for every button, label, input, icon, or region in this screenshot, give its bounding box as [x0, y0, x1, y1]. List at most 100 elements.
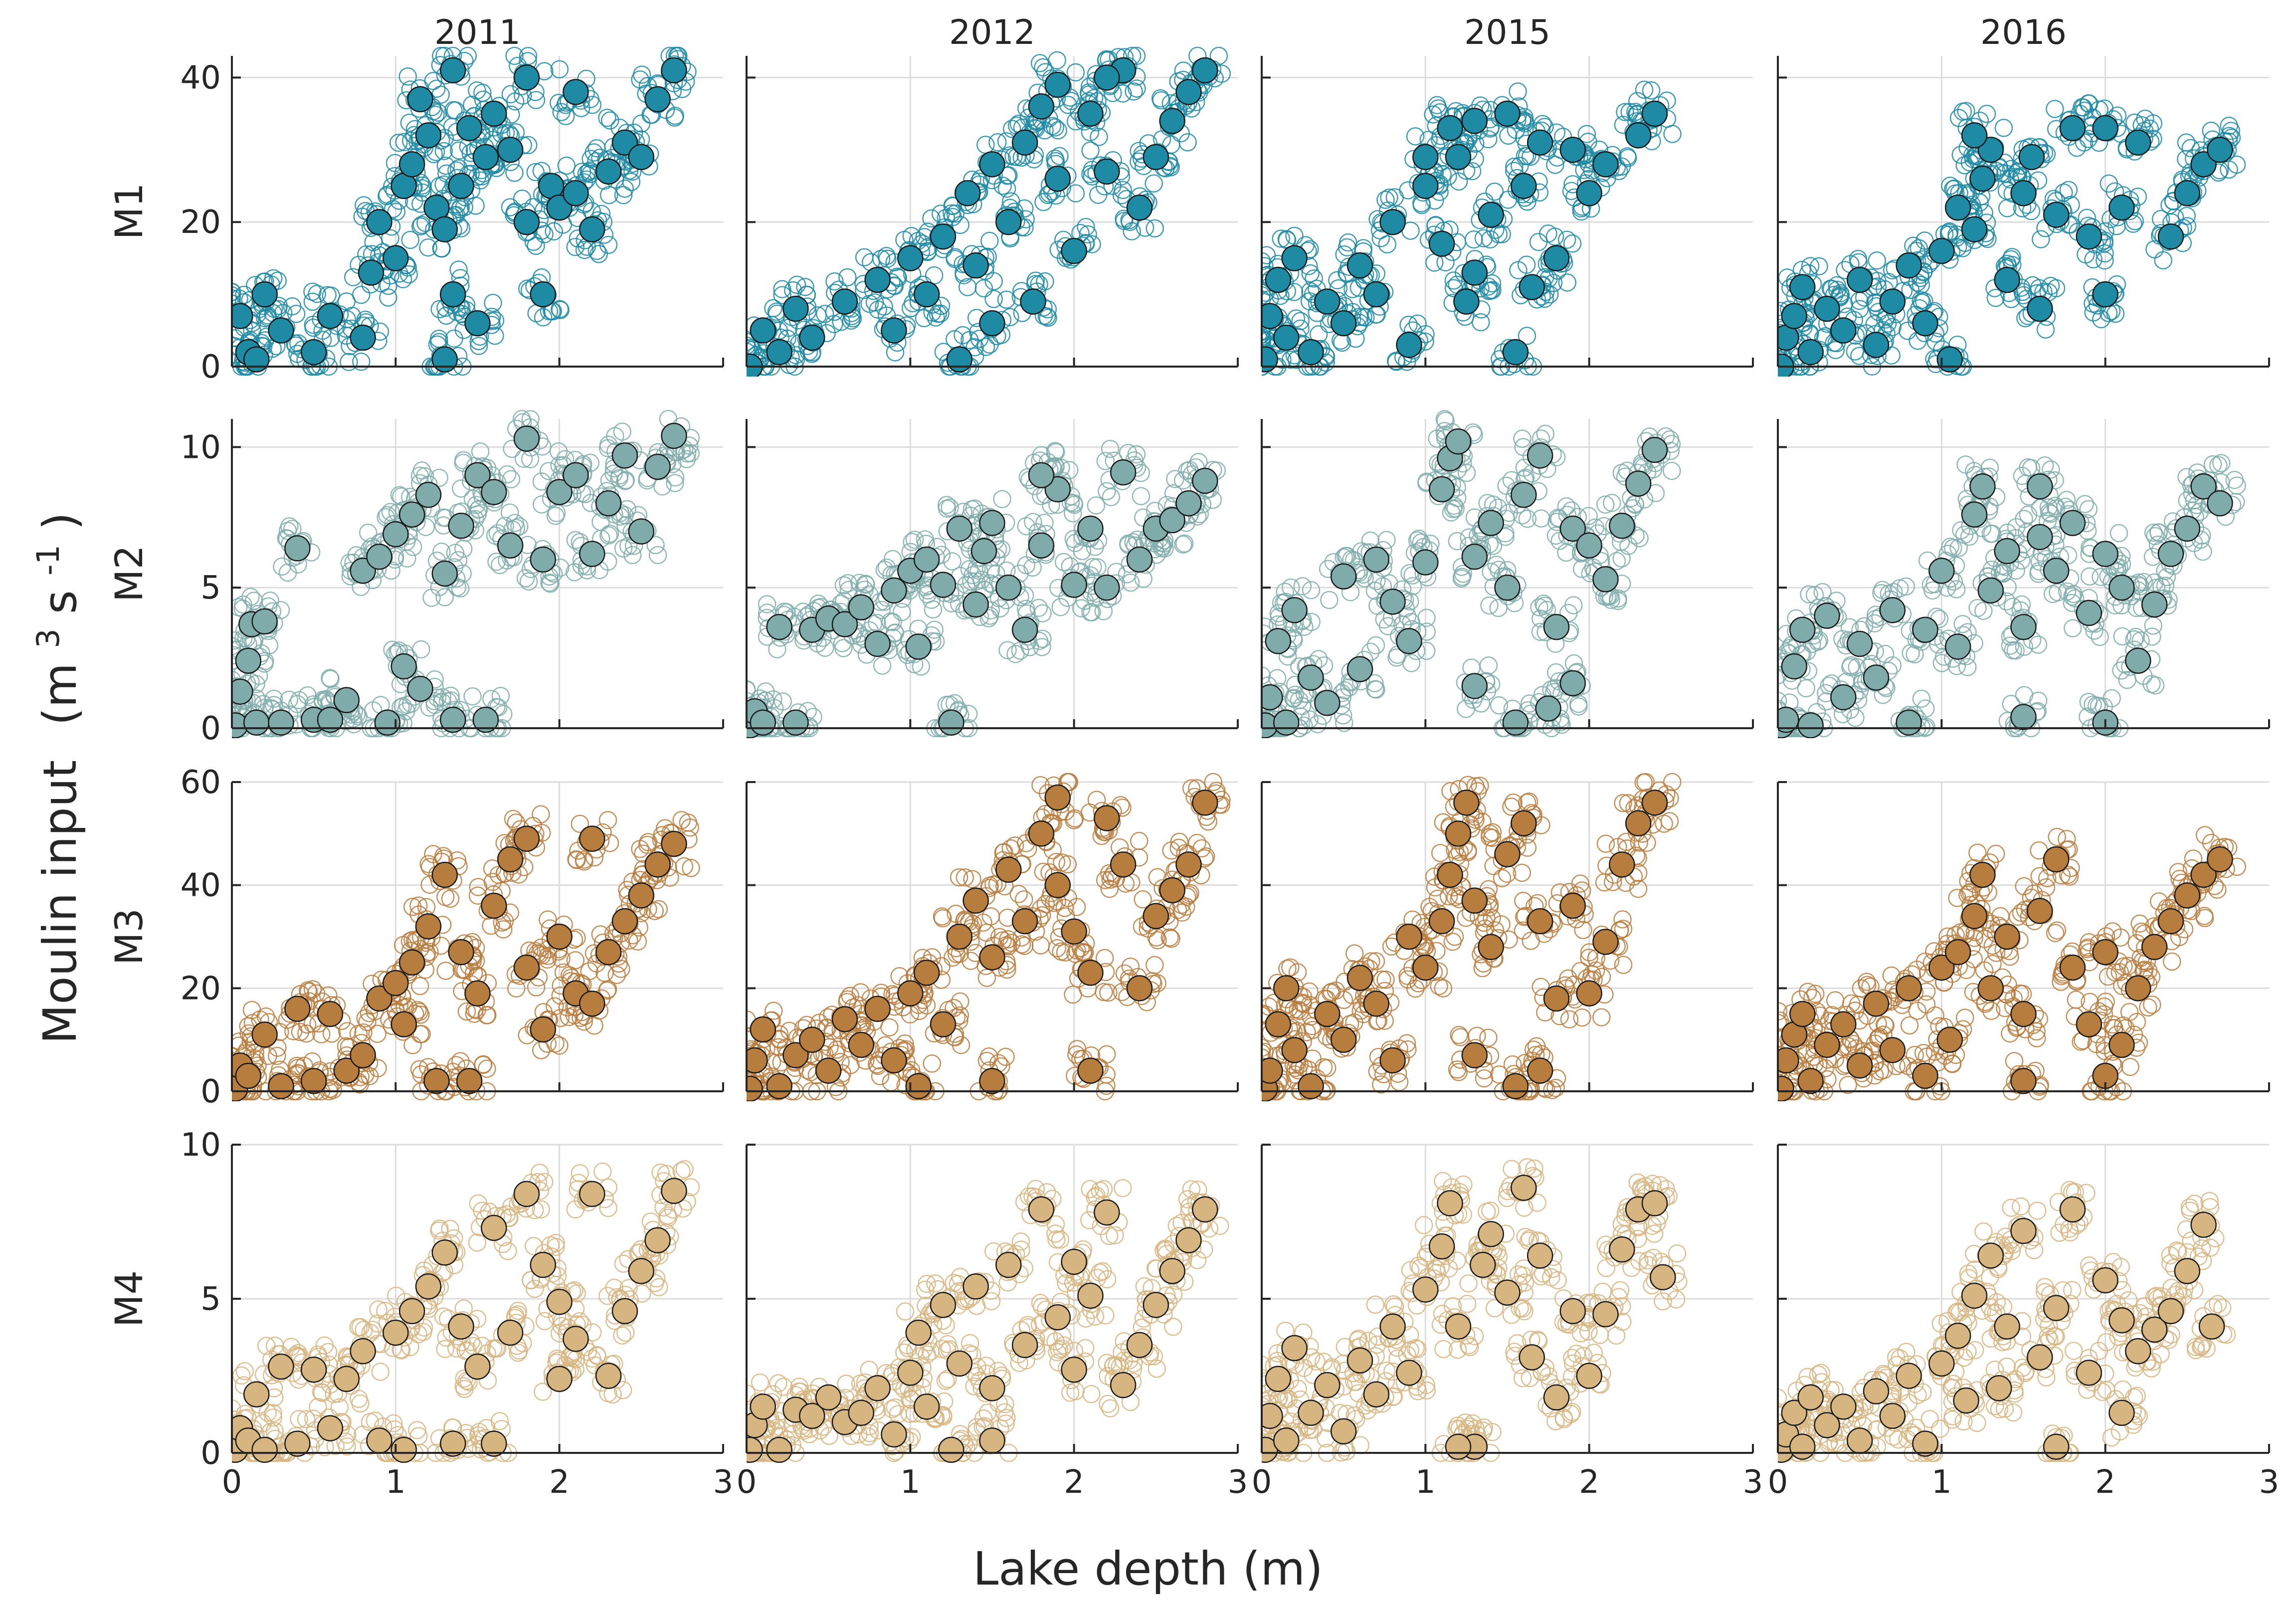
open-point — [997, 179, 1016, 198]
open-point — [551, 301, 570, 319]
open-point — [1457, 700, 1475, 718]
filled-point — [962, 591, 989, 618]
points-layer — [232, 46, 697, 376]
open-point — [1607, 552, 1626, 571]
open-point — [430, 300, 449, 319]
filled-point — [1789, 274, 1816, 300]
open-point — [1340, 678, 1358, 697]
open-point — [773, 692, 792, 711]
filled-point — [1961, 216, 1988, 242]
open-point — [615, 180, 634, 198]
open-point — [2091, 627, 2109, 646]
open-point — [764, 690, 782, 709]
filled-point — [563, 180, 589, 206]
filled-point — [383, 521, 409, 548]
panel-M3-2012 — [746, 773, 1239, 1101]
open-point — [1663, 461, 1681, 480]
open-point — [616, 471, 635, 489]
filled-point — [513, 954, 540, 981]
filled-point — [1896, 709, 1922, 736]
open-point — [922, 209, 941, 228]
open-point — [501, 198, 520, 216]
open-point — [1878, 314, 1897, 333]
open-point — [825, 272, 844, 291]
open-point — [1846, 342, 1865, 361]
open-point — [550, 1036, 569, 1055]
open-point — [1064, 504, 1082, 523]
open-point — [408, 1001, 427, 1019]
open-point — [446, 101, 465, 120]
open-point — [432, 46, 450, 65]
open-point — [646, 536, 665, 555]
filled-point — [2141, 591, 2168, 618]
filled-point — [995, 574, 1022, 601]
open-point — [1112, 186, 1131, 204]
filled-point — [1011, 129, 1038, 156]
filled-point — [358, 259, 384, 286]
y-tick-label: 20 — [181, 204, 221, 241]
open-point — [532, 472, 551, 491]
y-tick-label: 10 — [181, 429, 221, 466]
open-point — [1276, 583, 1294, 601]
open-point — [345, 715, 363, 734]
filled-point — [333, 687, 360, 713]
filled-point — [448, 512, 474, 539]
open-point — [1101, 439, 1120, 458]
open-point — [1958, 658, 1977, 676]
filled-point — [2027, 295, 2053, 322]
open-point — [533, 495, 551, 514]
filled-point — [300, 339, 327, 366]
open-point — [232, 598, 248, 616]
filled-point — [1445, 144, 1472, 171]
open-point — [450, 141, 468, 160]
filled-point — [235, 1062, 262, 1089]
filled-point — [1461, 108, 1488, 134]
open-point — [1320, 591, 1339, 609]
open-point — [1178, 461, 1196, 480]
open-point — [1915, 231, 1934, 250]
open-point — [352, 285, 371, 304]
open-point — [1912, 689, 1931, 708]
filled-point — [481, 892, 507, 919]
filled-point — [1896, 252, 1922, 279]
open-point — [1579, 507, 1598, 525]
column-title-2011: 2011 — [434, 13, 521, 52]
open-point — [1828, 276, 1846, 295]
open-point — [1285, 283, 1304, 301]
open-point — [599, 235, 618, 254]
open-point — [540, 573, 559, 592]
filled-point — [1494, 100, 1521, 127]
open-point — [1947, 580, 1966, 599]
open-point — [454, 453, 473, 472]
filled-point — [431, 346, 458, 373]
open-point — [2143, 627, 2161, 646]
filled-point — [930, 223, 957, 250]
open-point — [841, 1056, 860, 1074]
filled-point — [530, 1016, 557, 1043]
open-point — [489, 865, 508, 884]
open-point — [997, 290, 1016, 309]
filled-point — [1412, 549, 1439, 576]
open-point — [2043, 585, 2062, 604]
open-point — [2146, 676, 2165, 695]
open-point — [566, 563, 584, 582]
open-point — [2076, 495, 2094, 513]
open-point — [1906, 645, 1924, 664]
open-point — [1883, 318, 1902, 336]
filled-point — [456, 1068, 483, 1094]
filled-point — [1273, 709, 1300, 736]
open-point — [2064, 619, 2082, 637]
open-point — [1778, 692, 1787, 710]
open-point — [527, 978, 546, 997]
open-point — [2059, 181, 2078, 200]
open-point — [1518, 327, 1536, 345]
filled-point — [1778, 706, 1799, 733]
filled-point — [1262, 684, 1283, 711]
open-point — [2046, 100, 2064, 118]
filled-point — [513, 425, 540, 452]
open-point — [2128, 188, 2147, 206]
open-point — [566, 237, 584, 256]
open-point — [1805, 586, 1824, 605]
filled-point — [235, 647, 262, 674]
